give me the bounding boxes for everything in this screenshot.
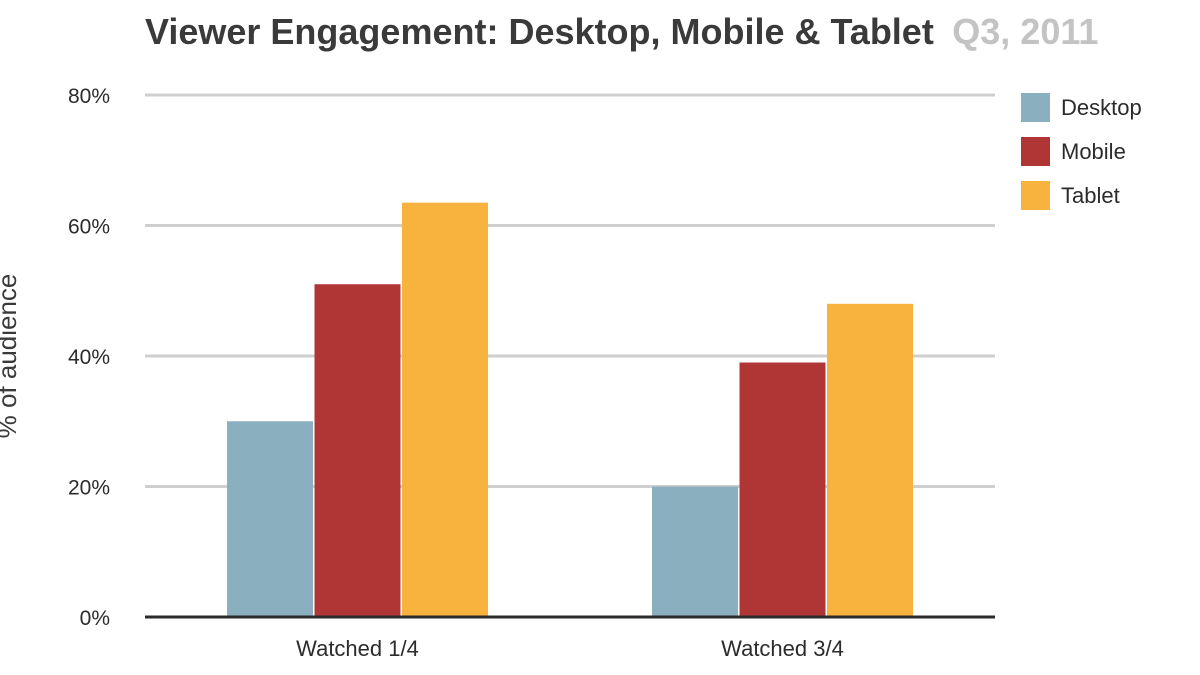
chart-title-main: Viewer Engagement: Desktop, Mobile & Tab… <box>145 11 934 52</box>
legend-swatch-desktop <box>1021 93 1050 122</box>
legend-swatch-mobile <box>1021 137 1050 166</box>
legend-swatch-tablet <box>1021 181 1050 210</box>
chart-title-subtitle: Q3, 2011 <box>952 11 1098 52</box>
bar-tablet <box>402 202 488 617</box>
x-category-label: Watched 1/4 <box>296 636 419 661</box>
y-tick-label: 0% <box>80 607 110 630</box>
y-axis-ticks: 0% 20% 40% 60% 80% <box>68 85 110 630</box>
y-axis-label: % of audience <box>0 274 22 439</box>
legend-label-tablet: Tablet <box>1061 183 1120 208</box>
y-tick-label: 20% <box>68 477 110 500</box>
y-tick-label: 60% <box>68 216 110 239</box>
x-category-label: Watched 3/4 <box>721 636 844 661</box>
bar-mobile <box>314 284 401 617</box>
chart-title: Viewer Engagement: Desktop, Mobile & Tab… <box>145 11 1098 52</box>
y-tick-label: 40% <box>68 346 110 369</box>
bar-tablet <box>827 303 913 617</box>
legend-label-desktop: Desktop <box>1061 95 1142 120</box>
bar-mobile <box>739 362 826 617</box>
y-tick-label: 80% <box>68 85 110 108</box>
bar-desktop <box>227 421 313 617</box>
bar-desktop <box>652 486 738 617</box>
legend: Desktop Mobile Tablet <box>1021 93 1142 210</box>
legend-label-mobile: Mobile <box>1061 139 1126 164</box>
bars <box>227 202 913 617</box>
x-axis-categories: Watched 1/4 Watched 3/4 <box>296 636 844 661</box>
chart-title-text: Viewer Engagement: Desktop, Mobile & Tab… <box>145 11 1098 52</box>
